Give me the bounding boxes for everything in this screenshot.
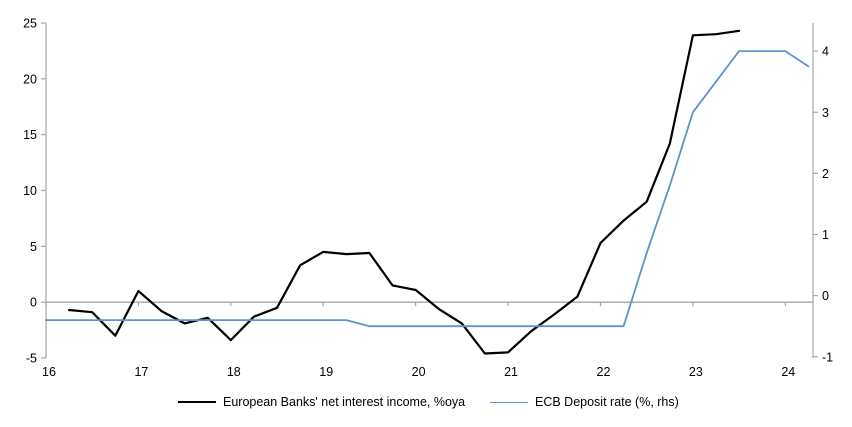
x-axis-tick-label: 19 xyxy=(319,365,333,379)
x-axis-tick-label: 16 xyxy=(42,365,56,379)
right-axis-tick-label: 3 xyxy=(822,106,829,120)
series-line-1 xyxy=(45,50,810,328)
x-axis-tick-label: 22 xyxy=(597,365,611,379)
left-axis-tick-label: 0 xyxy=(30,296,37,310)
right-axis-tick-label: 0 xyxy=(822,289,829,303)
x-axis-tick-label: 24 xyxy=(781,365,795,379)
left-axis-tick-label: 15 xyxy=(23,128,37,142)
x-axis-tick-label: 23 xyxy=(689,365,703,379)
right-axis-tick-label: 4 xyxy=(822,45,829,59)
right-axis-tick-label: -1 xyxy=(822,350,833,364)
x-axis-tick-label: 17 xyxy=(134,365,148,379)
x-axis-tick-label: 18 xyxy=(227,365,241,379)
x-axis-tick-label: 20 xyxy=(412,365,426,379)
right-axis-tick-label: 2 xyxy=(822,167,829,181)
left-axis-tick-label: 20 xyxy=(23,72,37,86)
series-line-0 xyxy=(67,29,741,355)
left-axis-tick-label: 10 xyxy=(23,184,37,198)
left-axis-tick-label: 5 xyxy=(30,240,37,254)
left-axis-tick-label: -5 xyxy=(26,352,37,366)
right-axis-tick-label: 1 xyxy=(822,228,829,242)
x-axis-tick-label: 21 xyxy=(504,365,518,379)
left-axis-tick-label: 25 xyxy=(23,17,37,31)
